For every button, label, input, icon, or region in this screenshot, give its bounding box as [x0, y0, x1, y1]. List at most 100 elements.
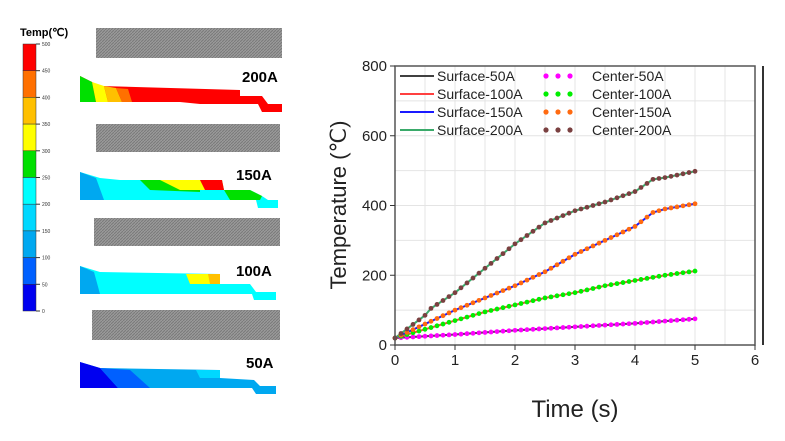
series-center-100a-point: [626, 279, 632, 284]
series-center-200a-point: [476, 270, 482, 276]
contour-100A: [80, 266, 276, 300]
legend-label: Center-200A: [592, 122, 672, 138]
series-center-200a-point: [656, 176, 662, 181]
series-center-50a-point: [626, 321, 632, 327]
series-center-200a-point: [536, 224, 542, 230]
series-center-100a-point: [692, 268, 698, 274]
series-center-100a-point: [668, 272, 674, 277]
series-center-100a-point: [434, 323, 440, 329]
series-center-200a-point: [590, 203, 596, 208]
series-center-100a-point: [536, 296, 542, 302]
series-center-50a-point: [446, 332, 452, 338]
y-tick-label: 600: [362, 128, 387, 145]
series-center-100a-point: [458, 316, 464, 322]
colorbar-tick-label: 500: [42, 42, 51, 48]
contour-150A: [80, 172, 278, 208]
series-center-150a-point: [560, 258, 566, 264]
plate: [96, 124, 280, 152]
legend-label: Surface-150A: [437, 104, 523, 120]
series-center-150a-point: [512, 283, 518, 289]
series-center-200a-point: [668, 173, 674, 179]
series-center-50a-point: [596, 323, 602, 328]
legend-swatch-dot: [543, 127, 549, 133]
series-center-100a-point: [470, 312, 476, 318]
series-center-100a-point: [560, 292, 566, 298]
series-center-150a-point: [608, 235, 614, 240]
contour-label: 150A: [236, 167, 272, 184]
series-group: [392, 168, 698, 341]
series-center-50a-point: [518, 327, 524, 333]
series-center-50a-point: [656, 319, 662, 324]
legend-swatch-dot: [555, 91, 561, 97]
series-center-200a-point: [530, 228, 536, 234]
series-center-150a-point: [536, 272, 542, 277]
series-center-150a-point: [692, 201, 698, 207]
series-center-200a-point: [560, 213, 566, 219]
series-center-100a-point: [422, 326, 428, 332]
contour-200A: [80, 76, 282, 112]
series-center-100a-point: [620, 280, 626, 285]
series-center-150a-point: [518, 280, 524, 286]
series-center-200a-point: [614, 195, 620, 201]
series-center-200a-point: [626, 191, 632, 197]
series-center-50a-point: [542, 326, 548, 332]
contour-label: 100A: [236, 263, 272, 280]
contour-50A: [80, 362, 276, 394]
legend-swatch-dot: [543, 109, 549, 115]
legend-label: Center-50A: [592, 68, 664, 84]
series-center-200a-point: [542, 220, 548, 226]
series-center-200a-point: [608, 197, 614, 203]
series-center-100a-point: [416, 328, 422, 334]
series-center-100a-point: [548, 294, 554, 300]
colorbar-tick-label: 350: [42, 122, 51, 128]
series-center-200a-point: [566, 210, 572, 216]
series-center-200a-point: [470, 275, 476, 281]
series-center-200a-point: [488, 260, 494, 266]
plate: [94, 218, 280, 246]
plate: [96, 28, 282, 58]
series-center-50a-point: [488, 329, 494, 335]
series-center-150a-point: [638, 219, 644, 225]
series-center-50a-point: [578, 324, 584, 329]
series-center-150a-point: [632, 224, 638, 229]
series-center-50a-point: [572, 324, 578, 330]
series-center-150a-point: [428, 318, 434, 324]
series-center-50a-point: [644, 320, 650, 325]
series-center-50a-point: [530, 326, 536, 332]
series-center-200a-point: [674, 172, 680, 178]
colorbar-tick-label: 150: [42, 229, 51, 235]
series-center-50a-point: [416, 334, 422, 340]
series-center-200a-point: [482, 265, 488, 271]
colorbar-tick-label: 0: [42, 309, 45, 315]
series-center-150a-point: [650, 210, 656, 215]
series-center-50a-point: [500, 328, 506, 334]
series-center-50a-point: [476, 330, 482, 336]
legend: Surface-50A Surface-100A Surface-150A Surfa…: [400, 68, 672, 138]
series-center-150a-point: [482, 295, 488, 301]
series-center-150a-point: [422, 321, 428, 327]
series-center-200a-point: [686, 170, 692, 175]
series-center-150a-point: [668, 205, 674, 211]
series-center-100a-point: [632, 278, 638, 283]
series-center-150a-point: [404, 330, 410, 335]
legend-swatch-dot: [543, 91, 549, 97]
series-center-200a-point: [500, 251, 506, 257]
contour-label: 50A: [246, 355, 274, 372]
series-center-200a-point: [416, 317, 422, 323]
colorbar-segment: [22, 177, 37, 205]
legend-swatch-dot: [567, 91, 573, 97]
series-center-100a-point: [566, 291, 572, 297]
series-center-100a-point: [494, 306, 500, 312]
series-center-200a-point: [458, 285, 464, 291]
legend-swatch-dot: [555, 73, 561, 79]
series-center-150a-point: [626, 226, 632, 232]
series-center-150a-point: [680, 203, 686, 209]
series-center-150a-point: [488, 293, 494, 298]
series-center-50a-point: [440, 332, 446, 338]
series-center-50a-point: [506, 328, 512, 334]
series-center-200a-point: [512, 241, 518, 247]
series-center-200a-point: [464, 280, 470, 286]
y-tick-label: 400: [362, 198, 387, 215]
series-center-150a-point: [410, 327, 416, 333]
